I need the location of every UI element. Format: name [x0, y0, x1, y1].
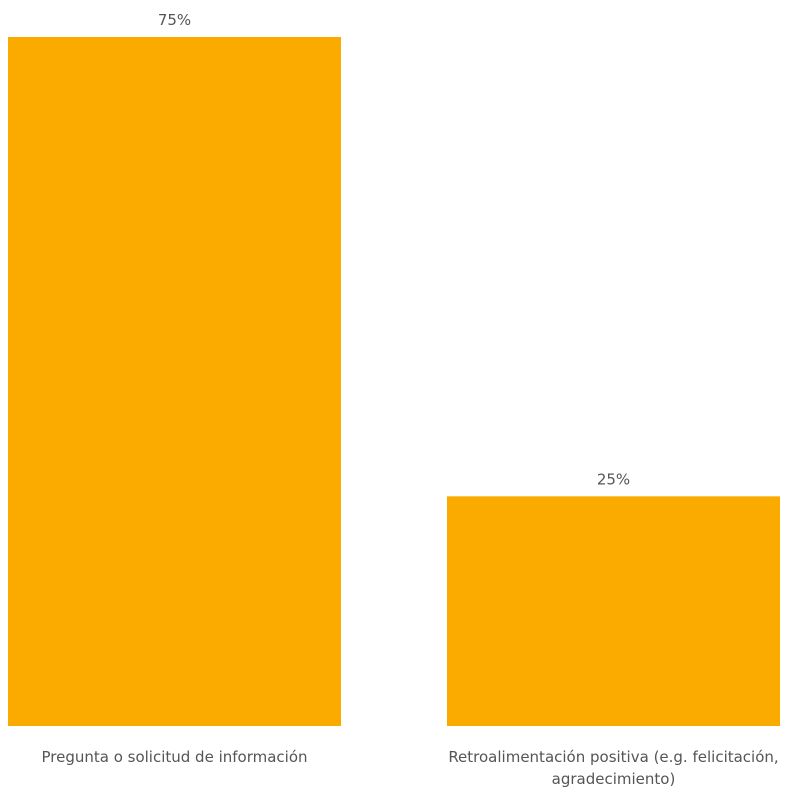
bars-layer	[8, 37, 780, 726]
bar-0	[8, 37, 341, 726]
value-labels-layer: 75% 25%	[158, 11, 630, 488]
category-label-line: agradecimiento)	[552, 770, 676, 788]
category-labels-layer: Pregunta o solicitud de información Retro…	[41, 748, 778, 788]
category-label-line: Pregunta o solicitud de información	[41, 748, 307, 766]
category-label-1: Retroalimentación positiva (e.g. felicit…	[448, 748, 778, 788]
bar-1	[447, 496, 780, 726]
data-label-1: 25%	[597, 470, 630, 488]
category-label-0: Pregunta o solicitud de información	[41, 748, 307, 766]
data-label-0: 75%	[158, 11, 191, 29]
category-label-line: Retroalimentación positiva (e.g. felicit…	[448, 748, 778, 766]
